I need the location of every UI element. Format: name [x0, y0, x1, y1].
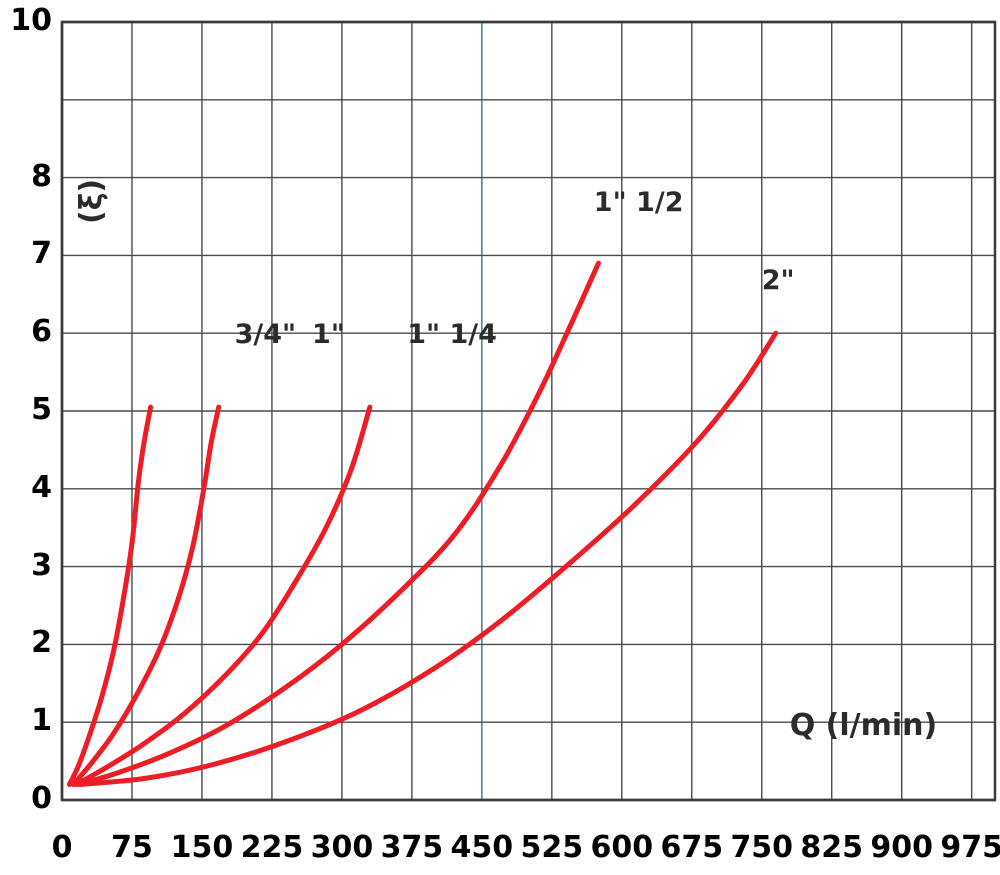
y-axis-tick-label: 8 [31, 158, 52, 194]
x-axis-tick-label: 600 [590, 830, 654, 865]
x-axis-tick-label: 450 [450, 830, 514, 865]
y-axis-tick-label: 6 [31, 314, 52, 350]
series-label: 1" 1/2 [593, 186, 684, 218]
y-axis-tick-label: 1 [31, 703, 52, 739]
y-axis-tick-label: 4 [31, 469, 52, 505]
y-axis-tick-label: 3 [31, 547, 52, 583]
x-axis-tick-label: 975 [940, 830, 1000, 865]
series-curve [78, 330, 779, 787]
x-axis-tick-label: 675 [660, 830, 724, 865]
y-axis-tick-label: 0 [31, 781, 52, 816]
y-axis-tick-label: 7 [31, 236, 52, 272]
x-axis-tick-label: 900 [870, 830, 933, 865]
series-label: 1" [312, 319, 345, 351]
x-axis-tick-label: 75 [111, 830, 153, 865]
x-axis-tick-label: 225 [240, 830, 304, 865]
series-curve [76, 260, 601, 787]
x-axis-tick-label: 825 [800, 830, 864, 865]
series-label: 3/4" [234, 319, 297, 351]
y-axis-tick-label: 2 [31, 625, 52, 661]
x-axis-tick-label: 375 [380, 830, 444, 865]
series-label: 1" 1/4 [407, 319, 497, 351]
x-axis-tick-label: 150 [170, 830, 234, 865]
x-axis-tick-label: 525 [520, 830, 584, 865]
series-curve [73, 404, 373, 787]
y-axis-tick-label: 5 [31, 392, 52, 427]
x-axis-title: Q (l/min) [789, 708, 938, 744]
x-axis-tick-label: 300 [310, 830, 374, 865]
plot-frame [60, 20, 997, 802]
series-curve [70, 404, 222, 787]
x-axis-tick-label: 750 [730, 830, 794, 865]
y-axis-title: (ξ) [73, 179, 109, 225]
series-curve [66, 404, 154, 787]
y-axis-tick-label: 10 [10, 3, 52, 38]
x-axis-tick-label: 0 [51, 830, 73, 865]
series-label: 2" [761, 264, 795, 296]
